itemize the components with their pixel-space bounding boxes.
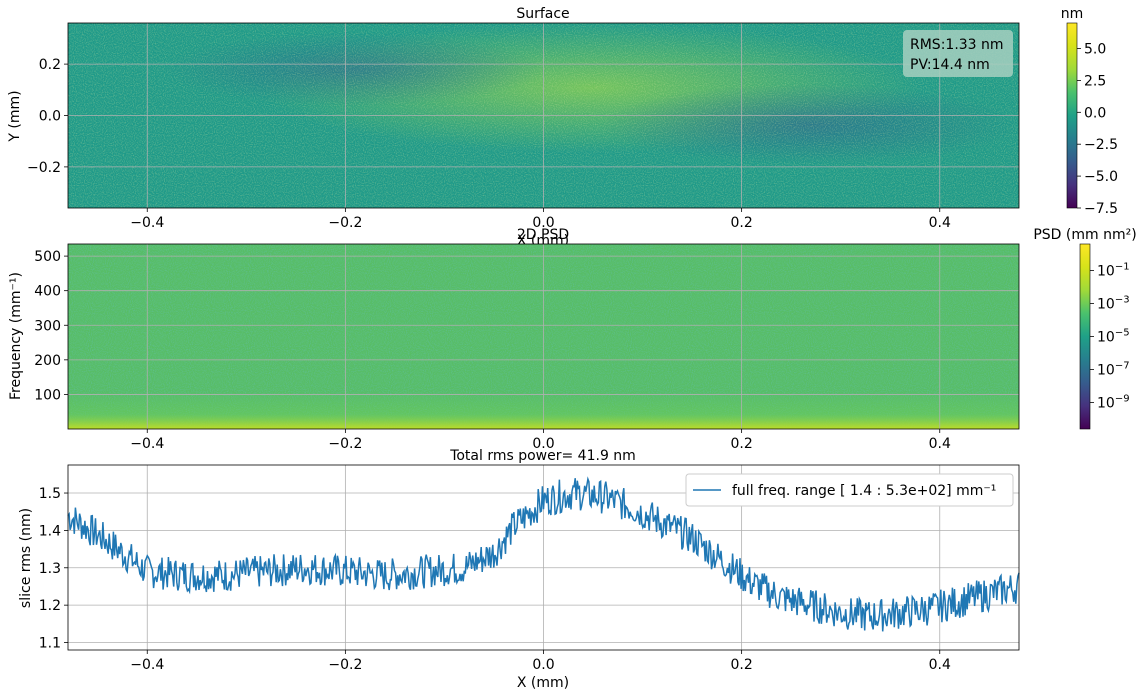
x-tick-label: −0.4 [130, 657, 164, 673]
stats-box: RMS:1.33 nm PV:14.4 nm [903, 30, 1013, 77]
y-tick-label: 0.0 [39, 109, 61, 125]
y-tick-label: 0.2 [39, 57, 61, 73]
colorbar-tick-label: 10−5 [1097, 328, 1130, 346]
surface-grid [68, 23, 1019, 208]
pv-annotation: PV:14.4 nm [910, 57, 990, 73]
psd-colorbar-ticks: 10−1 10−3 10−5 10−7 10−9 [1090, 261, 1130, 412]
psd-title: 2D PSD [517, 227, 569, 243]
y-tick-label: 500 [34, 249, 61, 265]
x-tick-label: −0.4 [130, 436, 164, 452]
x-tick-label: 0.2 [730, 215, 752, 231]
x-tick-label: 0.4 [929, 657, 951, 673]
colorbar-tick-label: 2.5 [1084, 73, 1106, 89]
y-tick-label: 1.4 [39, 523, 61, 539]
x-tick-label: 0.0 [532, 657, 554, 673]
psd-ylabel: Frequency (mm⁻¹) [8, 272, 24, 400]
colorbar-tick-label: −5.0 [1084, 169, 1118, 185]
rms-series-line [67, 476, 1020, 632]
surface-y-ticks: 0.2 0.0 −0.2 [27, 57, 68, 176]
rms-xlabel: X (mm) [517, 675, 569, 691]
x-tick-label: −0.4 [130, 215, 164, 231]
x-tick-label: 0.2 [730, 436, 752, 452]
colorbar-tick-label: 10−3 [1097, 294, 1130, 312]
y-tick-label: 100 [34, 387, 61, 403]
colorbar-tick-label: 10−1 [1097, 261, 1130, 279]
rms-title: Total rms power= 41.9 nm [449, 448, 636, 464]
rms-annotation: RMS:1.33 nm [910, 37, 1004, 53]
surface-colorbar [1066, 22, 1078, 209]
psd-colorbar [1079, 243, 1091, 430]
colorbar-tick-label: −2.5 [1084, 137, 1118, 153]
x-tick-label: −0.2 [328, 215, 362, 231]
surface-x-ticks: −0.4 −0.2 0.0 0.2 0.4 [130, 208, 951, 231]
rms-x-ticks: −0.4 −0.2 0.0 0.2 0.4 [130, 650, 951, 673]
x-tick-label: 0.4 [929, 215, 951, 231]
colorbar-tick-label: 5.0 [1084, 42, 1106, 58]
y-tick-label: 200 [34, 353, 61, 369]
x-tick-label: −0.2 [328, 657, 362, 673]
y-tick-label: 1.5 [39, 486, 61, 502]
rms-legend-label: full freq. range [ 1.4 : 5.3e+02] mm⁻¹ [732, 483, 996, 499]
x-tick-label: 0.4 [929, 436, 951, 452]
psd-x-ticks: −0.4 −0.2 0.0 0.2 0.4 [130, 429, 951, 452]
colorbar-tick-label: 10−9 [1097, 394, 1130, 412]
psd-panel: −0.4 −0.2 0.0 0.2 0.4 500 400 300 200 100 2D PSD… [8, 227, 1137, 452]
x-tick-label: −0.2 [328, 436, 362, 452]
rms-legend: full freq. range [ 1.4 : 5.3e+02] mm⁻¹ [685, 473, 1014, 507]
x-tick-label: 0.0 [532, 215, 554, 231]
y-tick-label: 300 [34, 318, 61, 334]
y-tick-label: 1.1 [39, 636, 61, 652]
colorbar-tick-label: 0.0 [1084, 105, 1106, 121]
psd-colorbar-label: PSD (mm nm²) [1033, 227, 1136, 243]
rms-y-ticks: 1.5 1.4 1.3 1.2 1.1 [39, 486, 68, 652]
x-tick-label: 0.0 [532, 436, 554, 452]
x-tick-label: 0.2 [730, 657, 752, 673]
rms-ylabel: slice rms (nm) [18, 508, 34, 608]
rms-panel: −0.4 −0.2 0.0 0.2 0.4 1.5 1.4 1.3 1.2 1.1 Total … [18, 448, 1020, 691]
y-tick-label: 1.2 [39, 598, 61, 614]
rms-grid [68, 465, 1019, 650]
surface-panel: −0.4 −0.2 0.0 0.2 0.4 0.2 0.0 −0.2 Surface Y (… [7, 6, 1118, 249]
psd-grid [68, 244, 1019, 429]
surface-colorbar-ticks: 5.0 2.5 0.0 −2.5 −5.0 −7.5 [1077, 42, 1118, 217]
y-tick-label: 1.3 [39, 561, 61, 577]
surface-ylabel: Y (mm) [7, 90, 23, 142]
y-tick-label: 400 [34, 284, 61, 300]
psd-y-ticks: 500 400 300 200 100 [34, 249, 68, 403]
colorbar-tick-label: −7.5 [1084, 201, 1118, 217]
y-tick-label: −0.2 [27, 160, 61, 176]
colorbar-tick-label: 10−7 [1097, 361, 1130, 379]
surface-title: Surface [516, 6, 569, 22]
surface-colorbar-label: nm [1061, 6, 1084, 22]
